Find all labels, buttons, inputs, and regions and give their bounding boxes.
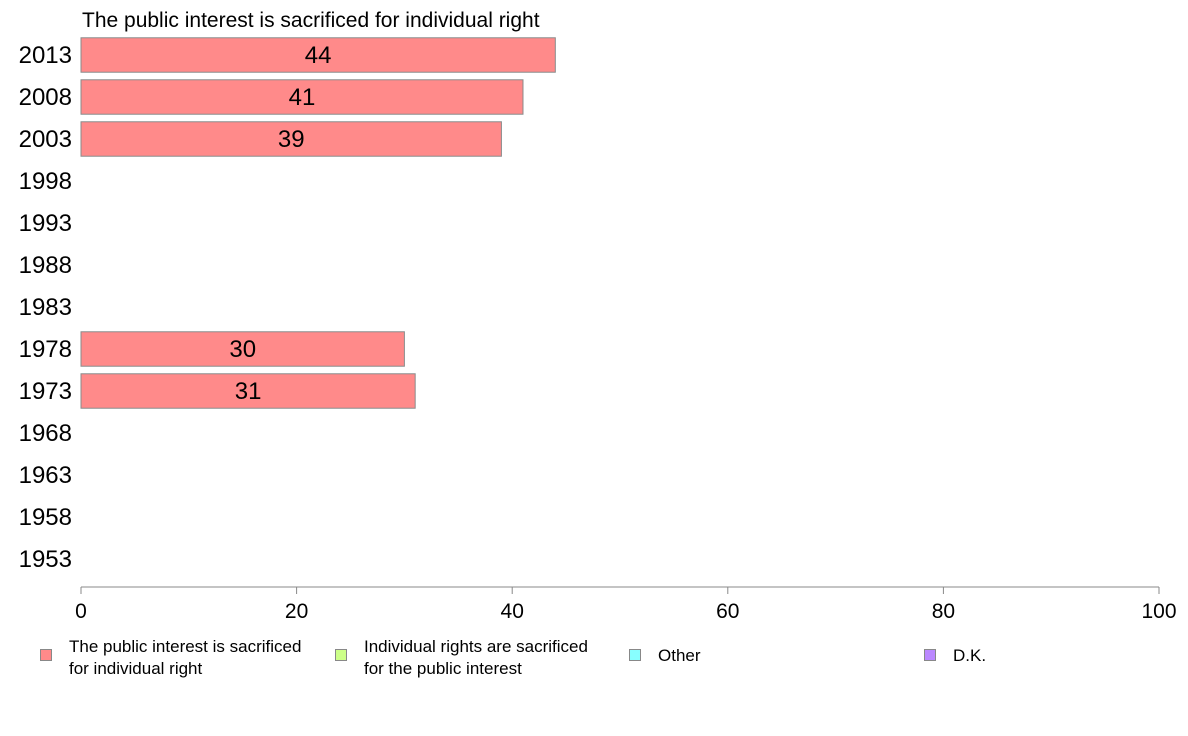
x-tick-label-20: 20 [285, 600, 308, 623]
data-label-1978: 30 [229, 336, 256, 363]
data-label-2008: 41 [289, 84, 316, 111]
bar-2003 [80, 121, 502, 157]
chart-title: The public interest is sacrificed for in… [82, 9, 540, 32]
bars-layer: 44 41 39 30 31 [80, 37, 556, 409]
data-label-1973: 31 [235, 378, 262, 405]
data-label-2013: 44 [305, 42, 332, 69]
x-tick-label-80: 80 [932, 600, 955, 623]
y-tick-label-1953: 1953 [19, 546, 72, 573]
y-axis-labels: 2013 2008 2003 1998 1993 1988 1983 1978 1973 1968… [19, 42, 72, 573]
data-label-2003: 39 [278, 126, 305, 153]
legend-label-dk: D.K. [953, 646, 987, 665]
bar-2013 [80, 37, 556, 73]
y-tick-label-1983: 1983 [19, 294, 72, 321]
legend-label-individual-rights: Individual rights are sacrificed for the… [364, 637, 588, 678]
bar-2008 [80, 79, 524, 115]
legend-label-public-interest: The public interest is sacrificed for in… [69, 637, 302, 678]
y-tick-label-1978: 1978 [19, 336, 72, 363]
legend-swatch-individual-rights [335, 649, 347, 661]
x-tick-label-40: 40 [501, 600, 524, 623]
legend-swatch-dk [924, 649, 936, 661]
bar-1978 [80, 331, 405, 367]
legend-item-other: Other [629, 636, 908, 667]
y-tick-label-1958: 1958 [19, 504, 72, 531]
bar-chart: The public interest is sacrificed for in… [19, 9, 1177, 623]
y-tick-label-1998: 1998 [19, 168, 72, 195]
y-tick-label-1963: 1963 [19, 462, 72, 489]
y-tick-label-2008: 2008 [19, 84, 72, 111]
x-axis: 0 20 40 60 80 100 [75, 586, 1177, 623]
x-tick-label-0: 0 [75, 600, 87, 623]
y-tick-label-1968: 1968 [19, 420, 72, 447]
legend-item-dk: D.K. [924, 636, 1188, 667]
legend-swatch-public-interest [40, 649, 52, 661]
x-tick-label-60: 60 [716, 600, 739, 623]
legend-item-individual-rights: Individual rights are sacrificed for the… [335, 636, 614, 680]
y-tick-label-1988: 1988 [19, 252, 72, 279]
legend-label-other: Other [658, 646, 701, 665]
y-tick-label-1993: 1993 [19, 210, 72, 237]
y-tick-label-2003: 2003 [19, 126, 72, 153]
x-tick-label-100: 100 [1141, 600, 1176, 623]
legend-swatch-other [629, 649, 641, 661]
legend-item-public-interest: The public interest is sacrificed for in… [40, 636, 319, 680]
y-tick-label-1973: 1973 [19, 378, 72, 405]
legend: The public interest is sacrificed for in… [40, 636, 1180, 686]
y-tick-label-2013: 2013 [19, 42, 72, 69]
bar-1973 [80, 373, 416, 409]
